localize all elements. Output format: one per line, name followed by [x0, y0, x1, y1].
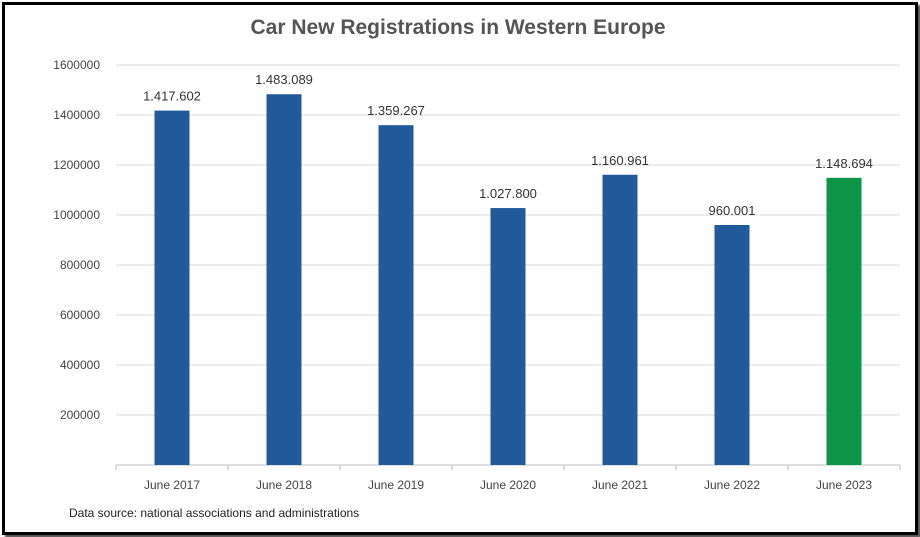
chart-title: Car New Registrations in Western Europe: [250, 16, 666, 39]
bar-june-2020: [490, 208, 526, 466]
bar-june-2018: [266, 94, 302, 465]
bar-june-2023: [826, 177, 862, 465]
data-label: 1.148.694: [815, 156, 873, 171]
bar-june-2019: [378, 125, 414, 465]
y-tick-label: 1400000: [53, 108, 100, 122]
x-tick-label: June 2023: [816, 478, 872, 492]
data-labels: 1.417.602 1.483.089 1.359.267 1.027.800 1.16…: [143, 72, 873, 218]
data-label: 1.483.089: [255, 72, 313, 87]
bar-june-2022: [714, 224, 750, 465]
x-tick-label: June 2017: [144, 478, 200, 492]
data-label: 1.160.961: [591, 153, 649, 168]
data-source-note: Data source: national associations and a…: [69, 506, 360, 520]
y-tick-label: 800000: [60, 258, 100, 272]
y-tick-label: 1200000: [53, 158, 100, 172]
bars: [154, 94, 862, 466]
data-label: 1.359.267: [367, 103, 425, 118]
y-tick-label: 200000: [60, 408, 100, 422]
x-tick-label: June 2022: [704, 478, 760, 492]
y-tick-label: 400000: [60, 358, 100, 372]
bar-june-2021: [602, 174, 638, 465]
x-tick-label: June 2019: [368, 478, 424, 492]
data-label: 1.417.602: [143, 89, 201, 104]
bar-june-2017: [154, 110, 190, 466]
x-axis-ticks: June 2017 June 2018 June 2019 June 2020 June…: [144, 478, 872, 492]
x-tick-label: June 2021: [592, 478, 648, 492]
data-label: 960.001: [709, 203, 756, 218]
y-tick-label: 1000000: [53, 208, 100, 222]
gridlines: [115, 64, 901, 470]
data-label: 1.027.800: [479, 186, 537, 201]
x-tick-label: June 2018: [256, 478, 312, 492]
y-axis-ticks: 200000 400000 600000 800000 1000000 1200000 14…: [53, 58, 100, 422]
y-tick-label: 1600000: [53, 58, 100, 72]
y-tick-label: 600000: [60, 308, 100, 322]
x-tick-label: June 2020: [480, 478, 536, 492]
